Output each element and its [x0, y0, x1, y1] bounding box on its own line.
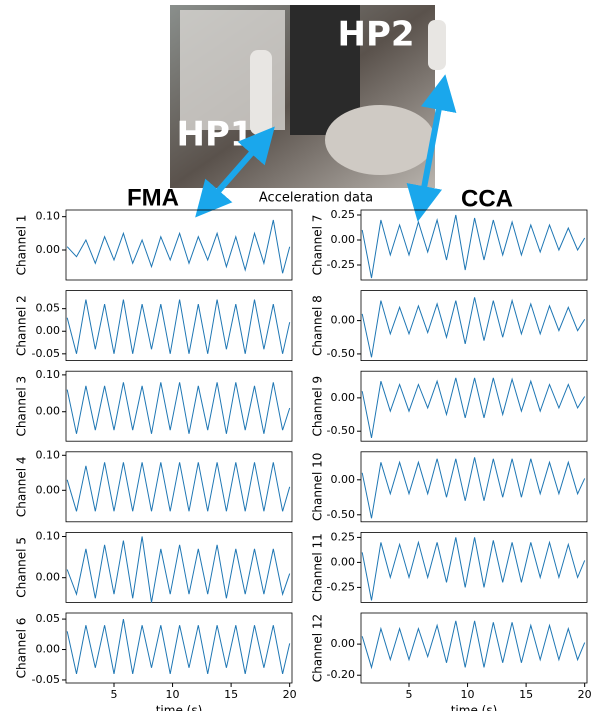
x-tick-label: 10 — [461, 688, 475, 701]
plot-frame — [360, 370, 588, 442]
y-tick-label: 0.00 — [331, 391, 356, 404]
y-axis-label: Channel 8 — [311, 295, 325, 356]
plot-frame — [65, 451, 293, 523]
arrow — [406, 74, 457, 222]
y-tick-label: 0.00 — [36, 405, 61, 418]
y-tick-label: 0.05 — [36, 302, 61, 315]
y-axis-label: Channel 10 — [311, 453, 325, 521]
x-axis-label: time (s) — [156, 704, 203, 712]
plot-frame — [65, 532, 293, 603]
y-tick-label: 0.00 — [331, 314, 356, 327]
hp2-label: HP2 — [337, 15, 414, 55]
x-tick-label: 5 — [406, 688, 413, 701]
arrow — [195, 126, 275, 218]
plot-frame — [360, 290, 588, 362]
y-tick-label: -0.50 — [327, 508, 355, 521]
y-tick-label: 0.10 — [36, 210, 61, 223]
y-tick-label: 0.00 — [36, 243, 61, 256]
y-axis-label: Channel 4 — [15, 456, 29, 517]
y-tick-label: 0.00 — [36, 483, 61, 496]
x-tick-label: 5 — [111, 688, 118, 701]
y-axis-label: Channel 9 — [311, 376, 325, 437]
cca-label: CCA — [461, 185, 513, 212]
signal-line — [66, 462, 291, 512]
y-tick-label: -0.25 — [327, 580, 355, 593]
plot-frame — [65, 370, 293, 442]
plot-frame — [360, 532, 588, 603]
y-tick-label: -0.20 — [327, 668, 355, 681]
y-tick-label: 0.25 — [331, 208, 356, 221]
y-axis-label: Channel 7 — [311, 215, 325, 276]
signal-line — [361, 297, 586, 358]
y-tick-label: 0.10 — [36, 368, 61, 381]
y-axis-label: Channel 12 — [311, 614, 325, 682]
plot-frame — [360, 451, 588, 523]
plot-frame — [65, 290, 293, 362]
x-tick-label: 15 — [224, 688, 238, 701]
y-tick-label: -0.50 — [327, 347, 355, 360]
y-tick-label: 0.10 — [36, 448, 61, 461]
y-tick-label: 0.00 — [331, 637, 356, 650]
y-tick-label: 0.05 — [36, 612, 61, 625]
x-tick-label: 20 — [578, 688, 592, 701]
y-tick-label: 0.00 — [331, 555, 356, 568]
y-tick-label: 0.10 — [36, 530, 61, 543]
signal-line — [66, 299, 291, 354]
y-tick-label: 0.00 — [36, 571, 61, 584]
x-axis-label: time (s) — [451, 704, 498, 712]
y-tick-label: 0.25 — [331, 530, 356, 543]
y-tick-label: 0.00 — [36, 643, 61, 656]
y-tick-label: -0.05 — [32, 347, 60, 360]
fma-label: FMA — [127, 184, 179, 211]
signal-line — [66, 219, 291, 274]
signal-line — [66, 382, 291, 434]
y-axis-label: Channel 6 — [15, 618, 29, 679]
plot-frame — [65, 209, 293, 281]
y-axis-label: Channel 3 — [15, 376, 29, 437]
signal-line — [361, 377, 586, 438]
y-axis-label: Channel 1 — [15, 215, 29, 276]
y-tick-label: 0.00 — [331, 233, 356, 246]
signal-line — [361, 457, 586, 519]
y-axis-label: Channel 2 — [15, 295, 29, 356]
y-tick-label: -0.05 — [32, 673, 60, 686]
signal-line — [361, 537, 586, 601]
y-tick-label: 0.00 — [331, 473, 356, 486]
y-tick-label: 0.00 — [36, 324, 61, 337]
y-tick-label: -0.25 — [327, 258, 355, 271]
signal-line — [361, 214, 586, 279]
hp1-label: HP1 — [176, 115, 253, 155]
plot-frame — [65, 612, 293, 684]
x-tick-label: 10 — [166, 688, 180, 701]
signal-line — [361, 620, 586, 670]
y-tick-label: -0.50 — [327, 424, 355, 437]
plot-frame — [360, 612, 588, 684]
plot-frame — [360, 209, 588, 281]
x-tick-label: 20 — [283, 688, 297, 701]
caption: Acceleration data — [259, 191, 373, 206]
signal-line — [66, 619, 291, 675]
y-axis-label: Channel 11 — [311, 533, 325, 601]
signal-line — [66, 536, 291, 603]
y-axis-label: Channel 5 — [15, 537, 29, 598]
x-tick-label: 15 — [519, 688, 533, 701]
